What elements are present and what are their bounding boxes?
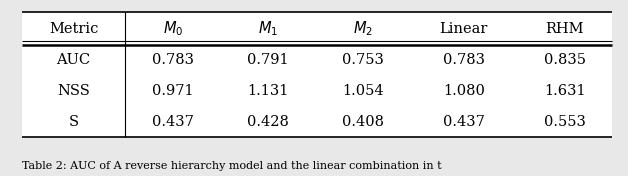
Text: 1.080: 1.080 xyxy=(443,84,485,98)
Text: 0.791: 0.791 xyxy=(247,53,289,67)
Text: $M_2$: $M_2$ xyxy=(353,19,373,38)
Text: 1.054: 1.054 xyxy=(342,84,384,98)
Text: 0.437: 0.437 xyxy=(443,115,485,129)
Text: RHM: RHM xyxy=(546,22,584,36)
Text: 0.428: 0.428 xyxy=(247,115,289,129)
Text: 0.753: 0.753 xyxy=(342,53,384,67)
Text: 1.131: 1.131 xyxy=(247,84,289,98)
Text: 0.408: 0.408 xyxy=(342,115,384,129)
Text: 0.553: 0.553 xyxy=(544,115,586,129)
Text: 1.631: 1.631 xyxy=(544,84,585,98)
Text: 0.971: 0.971 xyxy=(152,84,193,98)
Text: 0.835: 0.835 xyxy=(544,53,586,67)
Bar xyxy=(22,12,612,137)
Text: Metric: Metric xyxy=(49,22,99,36)
Text: Linear: Linear xyxy=(440,22,488,36)
Text: 0.783: 0.783 xyxy=(443,53,485,67)
Text: NSS: NSS xyxy=(57,84,90,98)
Text: AUC: AUC xyxy=(57,53,90,67)
Text: Table 2: AUC of A reverse hierarchy model and the linear combination in t: Table 2: AUC of A reverse hierarchy mode… xyxy=(22,161,441,171)
Text: 0.437: 0.437 xyxy=(152,115,194,129)
Text: $M_0$: $M_0$ xyxy=(163,19,183,38)
Text: $M_1$: $M_1$ xyxy=(258,19,278,38)
Text: S: S xyxy=(68,115,78,129)
Text: 0.783: 0.783 xyxy=(152,53,194,67)
